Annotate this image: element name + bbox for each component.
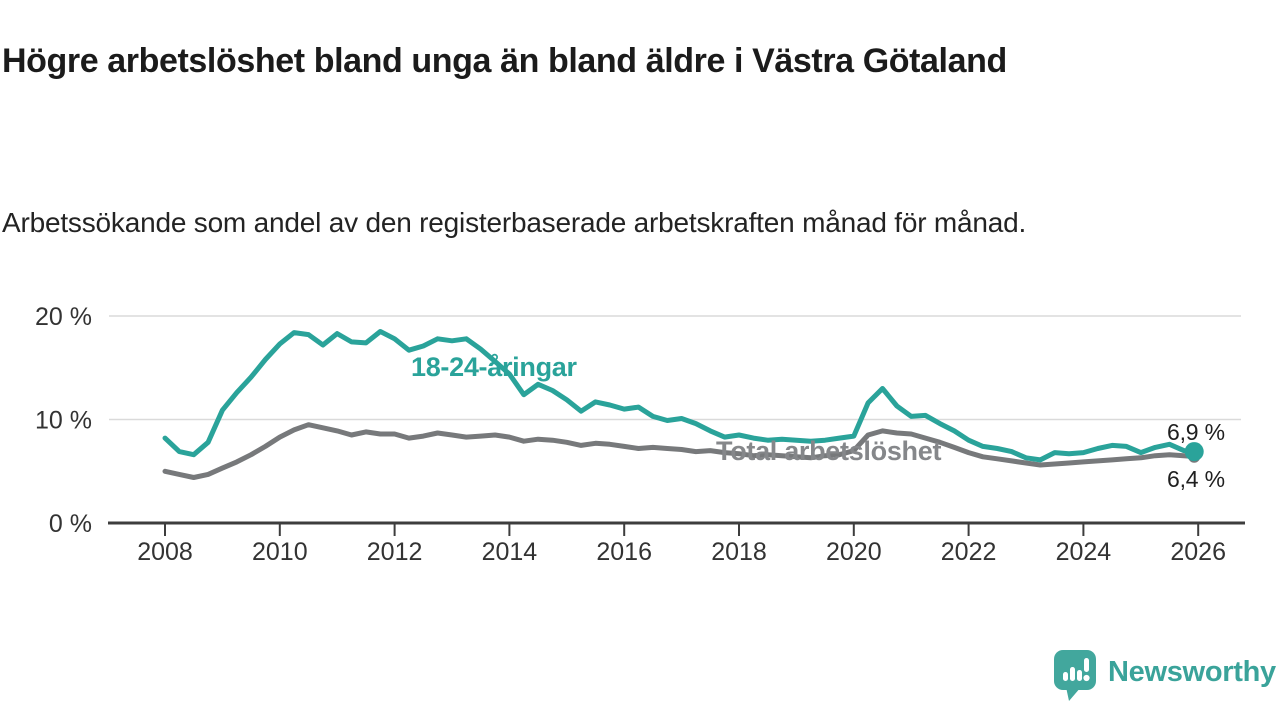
chart-subtitle: Arbetssökande som andel av den registerb…	[2, 207, 1027, 238]
y-axis-tick-label: 20 %	[35, 303, 92, 331]
x-axis-tick-label: 2020	[826, 538, 882, 566]
x-axis-tick-label: 2016	[596, 538, 652, 566]
series-line-18-24	[162, 329, 1201, 463]
series-line-total	[162, 422, 1201, 480]
series-label-total: Total arbetslöshet	[716, 436, 942, 466]
x-axis-tick-label: 2012	[367, 538, 423, 566]
x-axis-tick-label: 2022	[941, 538, 997, 566]
x-axis-tick-label: 2018	[711, 538, 767, 566]
x-axis-tick-label: 2026	[1170, 538, 1226, 566]
series-label-18-24: 18-24-åringar	[411, 352, 577, 382]
newsworthy-wordmark: Newsworthy	[1108, 656, 1276, 688]
end-value-label-18-24: 6,9 %	[1167, 419, 1225, 445]
y-axis-tick-label: 0 %	[49, 510, 92, 538]
x-axis-tick-label: 2010	[252, 538, 308, 566]
newsworthy-logo: Newsworthy	[1053, 649, 1276, 705]
y-axis-tick-label: 10 %	[35, 407, 92, 435]
x-axis-tick-label: 2008	[137, 538, 193, 566]
x-axis-tick-label: 2024	[1056, 538, 1112, 566]
end-value-label-total: 6,4 %	[1167, 466, 1225, 492]
x-axis-tick-label: 2014	[482, 538, 538, 566]
series-end-dot-18-24	[1184, 442, 1204, 462]
page-title: Högre arbetslöshet bland unga än bland ä…	[2, 41, 1007, 80]
newsworthy-bubble-icon	[1054, 650, 1096, 701]
